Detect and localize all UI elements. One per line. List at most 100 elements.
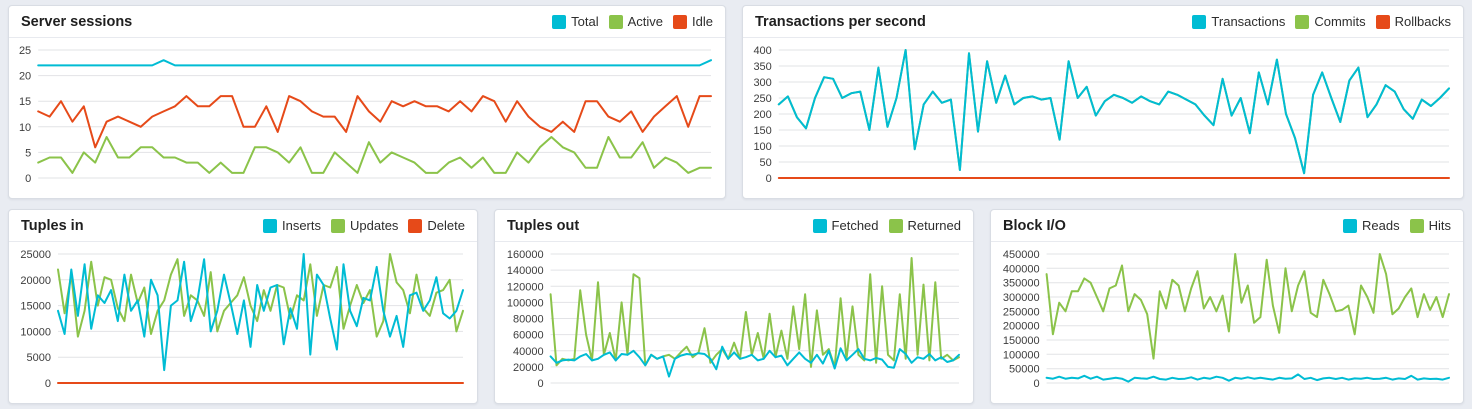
legend-item-transactions: Transactions	[1192, 14, 1285, 29]
y-tick-label: 150000	[1003, 335, 1040, 347]
y-tick-label: 100	[753, 141, 771, 153]
panel-tuples-in: Tuples in Inserts Updates Delete 0 5000 1000…	[8, 209, 478, 404]
y-tick-label: 200	[753, 109, 771, 121]
panel-title: Tuples out	[507, 217, 580, 234]
legend-item-returned: Returned	[888, 218, 961, 233]
series-line-fetched	[549, 345, 960, 378]
y-tick-label: 350	[753, 61, 771, 73]
series-line-idle	[37, 95, 712, 149]
panel-title: Tuples in	[21, 217, 84, 234]
chart-canvas[interactable]: 0 50 100 150 200 250 300 350 400	[743, 38, 1463, 198]
panel-block-io: Block I/O Reads Hits 0 50000 100000 150000 20…	[990, 209, 1464, 404]
legend-item-updates: Updates	[331, 218, 398, 233]
legend-label: Fetched	[831, 218, 879, 233]
panel-title: Server sessions	[21, 13, 133, 30]
line-chart: 0 50 100 150 200 250 300 350 400	[753, 45, 1450, 185]
legend-label: Reads	[1362, 218, 1400, 233]
y-tick-label: 400	[753, 45, 771, 57]
panel-header: Tuples out Fetched Returned	[495, 210, 973, 242]
y-tick-label: 10000	[20, 326, 51, 338]
y-tick-label: 450000	[1003, 249, 1040, 261]
legend-item-rollbacks: Rollbacks	[1375, 14, 1451, 29]
y-tick-label: 120000	[507, 281, 544, 293]
panel-header: Block I/O Reads Hits	[991, 210, 1463, 242]
legend-swatch	[331, 218, 345, 233]
panel-title: Block I/O	[1003, 217, 1066, 234]
legend-item-active: Active	[608, 14, 664, 29]
y-tick-label: 300	[753, 77, 771, 89]
panel-title: Transactions per second	[755, 13, 926, 30]
legend-swatch	[673, 14, 688, 29]
panel-server-sessions: Server sessions Total Active Idle 0 5 10 15 20…	[8, 5, 726, 199]
y-tick-label: 5000	[27, 352, 51, 364]
legend-label: Returned	[907, 218, 961, 233]
legend-swatch	[812, 218, 827, 233]
y-tick-label: 50000	[1009, 364, 1040, 376]
y-tick-label: 60000	[513, 330, 544, 342]
y-tick-label: 20000	[513, 362, 544, 374]
y-tick-label: 100000	[507, 297, 544, 309]
y-tick-label: 50	[760, 157, 772, 169]
panel-header: Tuples in Inserts Updates Delete	[9, 210, 477, 242]
legend-swatch	[408, 218, 423, 233]
legend-swatch	[1192, 14, 1207, 29]
y-tick-label: 0	[766, 173, 772, 185]
legend-swatch	[1375, 14, 1390, 29]
legend-label: Delete	[427, 218, 465, 233]
legend-swatch	[1295, 14, 1310, 29]
y-tick-label: 200000	[1003, 321, 1040, 333]
chart-canvas[interactable]: 0 5 10 15 20 25	[9, 38, 725, 198]
line-chart: 0 20000 40000 60000 80000 100000 120000 140000 1…	[507, 249, 960, 390]
legend: Total Active Idle	[542, 14, 713, 29]
y-tick-label: 100000	[1003, 349, 1040, 361]
chart-canvas[interactable]: 0 20000 40000 60000 80000 100000 120000 140000 1…	[495, 242, 973, 403]
legend-label: Idle	[692, 14, 713, 29]
legend-label: Active	[627, 14, 664, 29]
legend-item-reads: Reads	[1343, 218, 1400, 233]
legend-item-delete: Delete	[408, 218, 465, 233]
y-tick-label: 20000	[20, 275, 51, 287]
legend: Reads Hits	[1333, 218, 1451, 233]
chart-canvas[interactable]: 0 50000 100000 150000 200000 250000 300000 3500…	[991, 242, 1463, 403]
series-line-returned	[549, 257, 960, 368]
legend: Fetched Returned	[803, 218, 961, 233]
panel-header: Server sessions Total Active Idle	[9, 6, 725, 38]
series-line-inserts	[57, 253, 464, 372]
legend-item-total: Total	[552, 14, 599, 29]
y-tick-label: 0	[537, 378, 543, 390]
y-tick-label: 400000	[1003, 263, 1040, 275]
legend-label: Inserts	[281, 218, 321, 233]
y-tick-label: 0	[25, 173, 31, 185]
chart-canvas[interactable]: 0 5000 10000 15000 20000 25000	[9, 242, 477, 403]
y-tick-label: 0	[45, 378, 51, 390]
legend-label: Hits	[1428, 218, 1451, 233]
y-tick-label: 25000	[20, 249, 51, 261]
panel-transactions-per-second: Transactions per second Transactions Comm…	[742, 5, 1464, 199]
series-line-transactions	[777, 49, 1450, 175]
legend-item-commits: Commits	[1295, 14, 1366, 29]
legend-label: Transactions	[1211, 14, 1286, 29]
line-chart: 0 50000 100000 150000 200000 250000 300000 3500…	[1003, 249, 1450, 390]
legend-item-idle: Idle	[673, 14, 713, 29]
y-tick-label: 5	[25, 147, 31, 159]
legend-swatch	[1409, 218, 1424, 233]
y-tick-label: 80000	[513, 314, 544, 326]
panel-tuples-out: Tuples out Fetched Returned 0 20000 40000 60…	[494, 209, 974, 404]
series-line-hits	[1045, 253, 1450, 360]
y-tick-label: 0	[1033, 378, 1039, 390]
legend-swatch	[608, 14, 623, 29]
y-tick-label: 250000	[1003, 306, 1040, 318]
legend: Inserts Updates Delete	[253, 218, 465, 233]
legend-swatch	[262, 218, 277, 233]
legend-label: Rollbacks	[1394, 14, 1451, 29]
series-line-updates	[57, 253, 464, 338]
legend-swatch	[552, 14, 567, 29]
legend-swatch	[1343, 218, 1358, 233]
y-tick-label: 40000	[513, 346, 544, 358]
series-line-total	[37, 59, 712, 67]
panel-header: Transactions per second Transactions Comm…	[743, 6, 1463, 38]
series-line-reads	[1045, 373, 1450, 383]
line-chart: 0 5 10 15 20 25	[19, 45, 712, 185]
y-tick-label: 350000	[1003, 278, 1040, 290]
